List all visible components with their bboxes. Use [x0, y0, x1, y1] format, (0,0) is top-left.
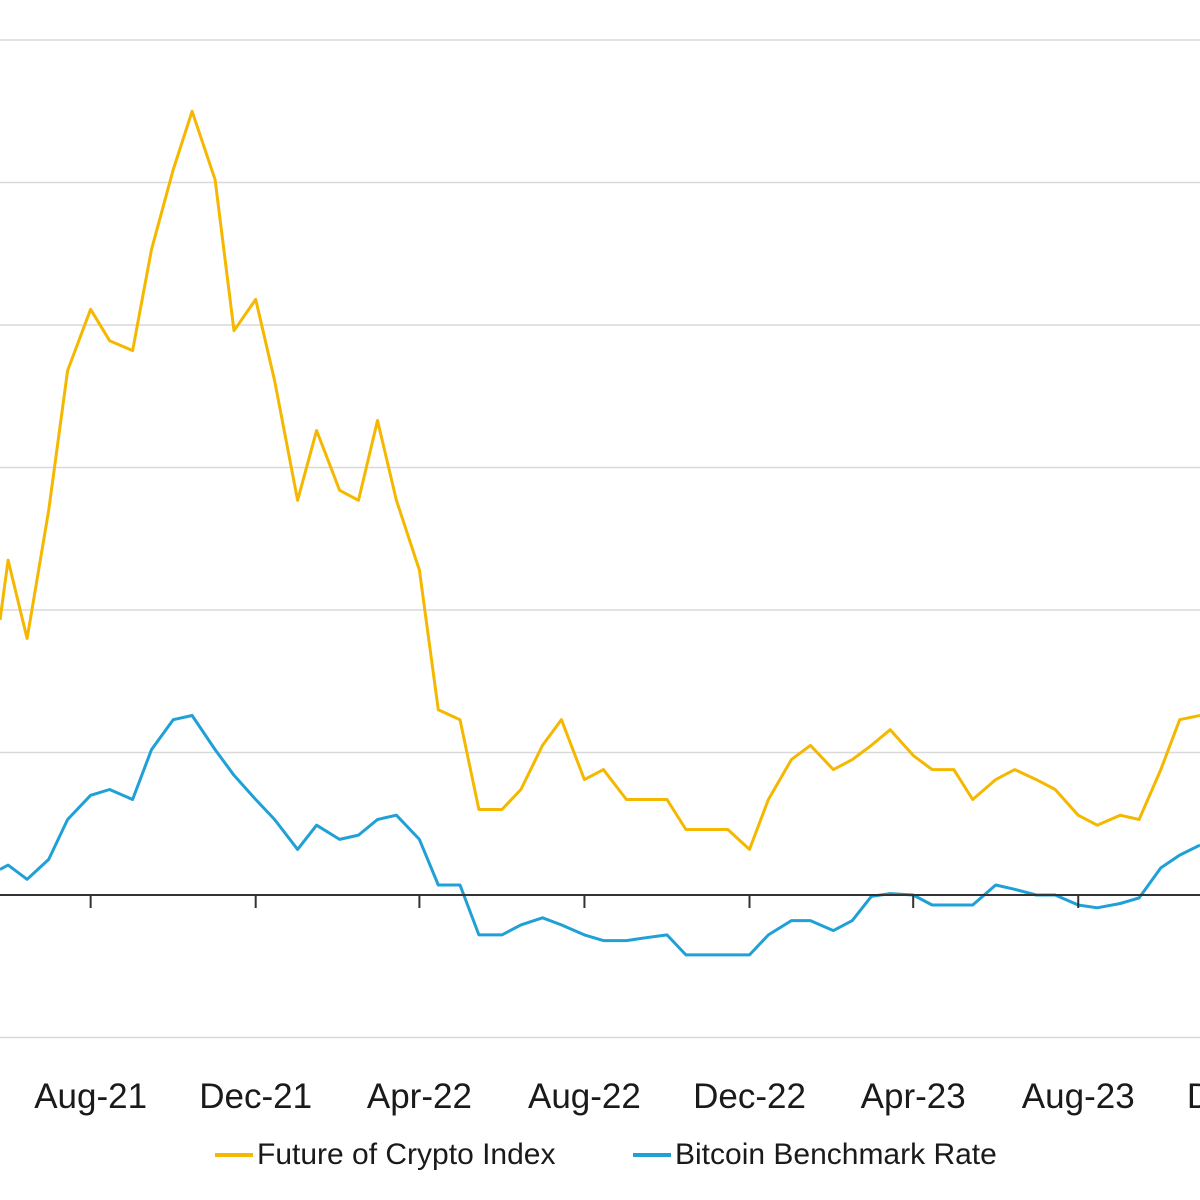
legend: Future of Crypto Index Bitcoin Benchmark… [0, 1138, 1200, 1178]
x-tick-label: Aug-23 [1022, 1077, 1135, 1116]
legend-label: Future of Crypto Index [257, 1138, 556, 1171]
x-tick-label: Dec-22 [693, 1077, 806, 1116]
x-tick-label: Aug-22 [528, 1077, 641, 1116]
x-tick-label: Apr-22 [367, 1077, 472, 1116]
x-tick-labels: Aug-21 Dec-21 Apr-22 Aug-22 Dec-22 Apr-23 Aug-… [34, 1077, 1200, 1116]
legend-item-bitcoin-benchmark-rate: Bitcoin Benchmark Rate [633, 1138, 997, 1172]
gridlines [0, 39, 1200, 1039]
x-tick-label: Dec-21 [199, 1077, 312, 1116]
series-lines [0, 109, 1200, 957]
series-line-bitcoin-benchmark-rate [0, 714, 1200, 957]
x-tick-label: Aug-21 [34, 1077, 147, 1116]
legend-swatch-blue [633, 1153, 671, 1157]
legend-swatch-yellow [215, 1153, 253, 1157]
x-tick-label: Apr-23 [861, 1077, 966, 1116]
x-axis [0, 894, 1200, 908]
line-chart: Aug-21 Dec-21 Apr-22 Aug-22 Dec-22 Apr-23 Aug-… [0, 39, 1200, 1116]
legend-label: Bitcoin Benchmark Rate [675, 1138, 997, 1171]
x-tick-label: Dec-23 [1187, 1077, 1200, 1116]
series-line-future-of-crypto-index [0, 109, 1200, 851]
legend-item-future-of-crypto-index: Future of Crypto Index [215, 1138, 555, 1172]
